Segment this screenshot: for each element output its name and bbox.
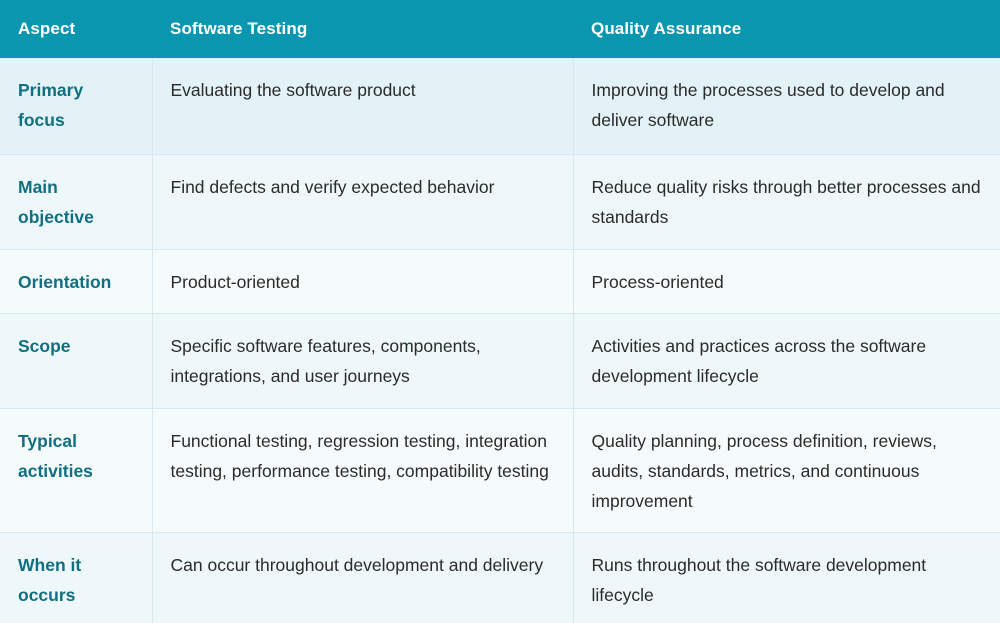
header-software-testing: Software Testing bbox=[170, 19, 308, 38]
header-aspect: Aspect bbox=[18, 19, 76, 38]
testing-cell: Functional testing, regression testing, … bbox=[151, 408, 573, 533]
qa-cell: Improving the processes used to develop … bbox=[572, 58, 1000, 155]
aspect-cell: Primary focus bbox=[0, 58, 152, 155]
testing-cell: Find defects and verify expected behavio… bbox=[151, 154, 573, 250]
table-row: Typical activities Functional testing, r… bbox=[0, 408, 1000, 533]
testing-cell: Can occur throughout development and del… bbox=[151, 532, 573, 623]
header-row: Aspect Software Testing Quality Assuranc… bbox=[0, 0, 1000, 58]
aspect-cell: Main objective bbox=[0, 154, 152, 250]
table-row: When it occurs Can occur throughout deve… bbox=[0, 532, 1000, 623]
aspect-cell: Typical activities bbox=[0, 408, 152, 533]
table-row: Orientation Product-oriented Process-ori… bbox=[0, 249, 1000, 314]
table-row: Main objective Find defects and verify e… bbox=[0, 154, 1000, 250]
table-row: Primary focus Evaluating the software pr… bbox=[0, 58, 1000, 155]
header-quality-assurance: Quality Assurance bbox=[591, 19, 742, 38]
table-row: Scope Specific software features, compon… bbox=[0, 313, 1000, 409]
testing-cell: Evaluating the software product bbox=[151, 58, 573, 155]
qa-cell: Activities and practices across the soft… bbox=[572, 313, 1000, 409]
table-body: Primary focus Evaluating the software pr… bbox=[0, 58, 1000, 623]
qa-cell: Process-oriented bbox=[572, 249, 1000, 314]
qa-cell: Runs throughout the software development… bbox=[572, 532, 1000, 623]
aspect-cell: Scope bbox=[0, 313, 152, 409]
testing-cell: Specific software features, components, … bbox=[151, 313, 573, 409]
qa-cell: Quality planning, process definition, re… bbox=[572, 408, 1000, 533]
testing-cell: Product-oriented bbox=[151, 249, 573, 314]
aspect-cell: When it occurs bbox=[0, 532, 152, 623]
qa-cell: Reduce quality risks through better proc… bbox=[572, 154, 1000, 250]
table-header: Aspect Software Testing Quality Assuranc… bbox=[0, 0, 1000, 58]
aspect-cell: Orientation bbox=[0, 249, 152, 314]
